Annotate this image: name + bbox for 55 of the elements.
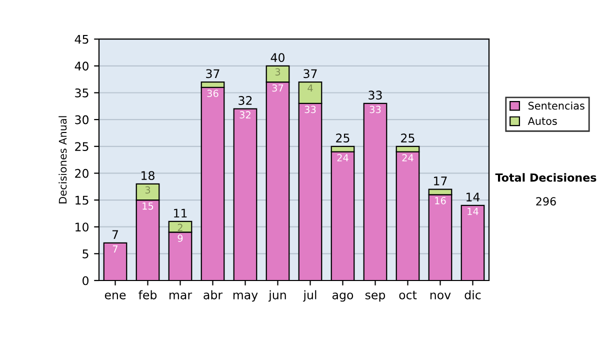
y-tick-label: 40	[74, 62, 88, 71]
data-label: 4	[308, 84, 313, 92]
y-tick-label: 5	[82, 250, 88, 258]
x-tick-label: oct	[399, 290, 417, 300]
data-label: 7	[112, 245, 118, 252]
x-tick-label: ago	[332, 292, 354, 302]
data-label: 24	[402, 154, 414, 162]
total-label: 17	[434, 176, 447, 186]
data-label: 3	[145, 186, 150, 194]
legend-label: Sentencias	[528, 102, 584, 110]
legend-label: Autos	[528, 117, 557, 125]
total-label: 18	[142, 171, 154, 180]
total-label: 25	[401, 134, 414, 142]
y-tick-label: 0	[82, 276, 88, 286]
total-label: 7	[112, 230, 118, 239]
y-tick-label: 25	[75, 142, 88, 152]
data-label: 33	[304, 106, 316, 114]
text: Total Decisiones	[495, 173, 596, 182]
x-tick-label: dic	[464, 290, 481, 300]
x-tick-label: ene	[104, 292, 126, 300]
total-label: 37	[304, 69, 317, 78]
x-tick-label: mar	[170, 292, 192, 300]
total-label: 25	[336, 134, 350, 142]
data-label: 33	[370, 106, 381, 114]
total-label: 14	[466, 192, 480, 202]
y-tick-label: 10	[76, 222, 88, 232]
x-tick-label: abr	[204, 290, 223, 300]
data-label: 16	[435, 196, 446, 204]
data-label: 15	[142, 202, 154, 210]
x-tick-label: feb	[138, 290, 157, 300]
y-tick-label: 20	[75, 168, 88, 178]
data-label: 24	[337, 154, 348, 162]
x-tick-label: jul	[303, 290, 316, 302]
x-tick-label: sep	[365, 292, 386, 302]
x-tick-label: may	[233, 292, 258, 302]
total-label: 37	[206, 69, 220, 78]
x-tick-label: jun	[268, 290, 286, 302]
y-tick-label: 35	[75, 88, 88, 98]
text: 296	[536, 197, 556, 206]
y-tick-label: 15	[76, 196, 88, 205]
total-label: 32	[238, 96, 252, 105]
x-tick-label: nov	[430, 292, 451, 300]
data-label: 3	[275, 68, 280, 76]
data-label: 36	[207, 90, 218, 98]
data-label: 9	[178, 234, 183, 242]
total-label: 11	[174, 208, 187, 218]
data-label: 14	[468, 208, 478, 215]
total-label: 33	[368, 90, 382, 100]
data-label: 2	[178, 224, 182, 232]
y-tick-label: 45	[74, 34, 88, 44]
data-label: 32	[240, 111, 250, 119]
total-label: 40	[270, 53, 284, 62]
y-axis-title: Decisiones Anual	[58, 116, 67, 204]
data-label: 37	[272, 84, 284, 92]
y-tick-label: 30	[75, 115, 88, 124]
